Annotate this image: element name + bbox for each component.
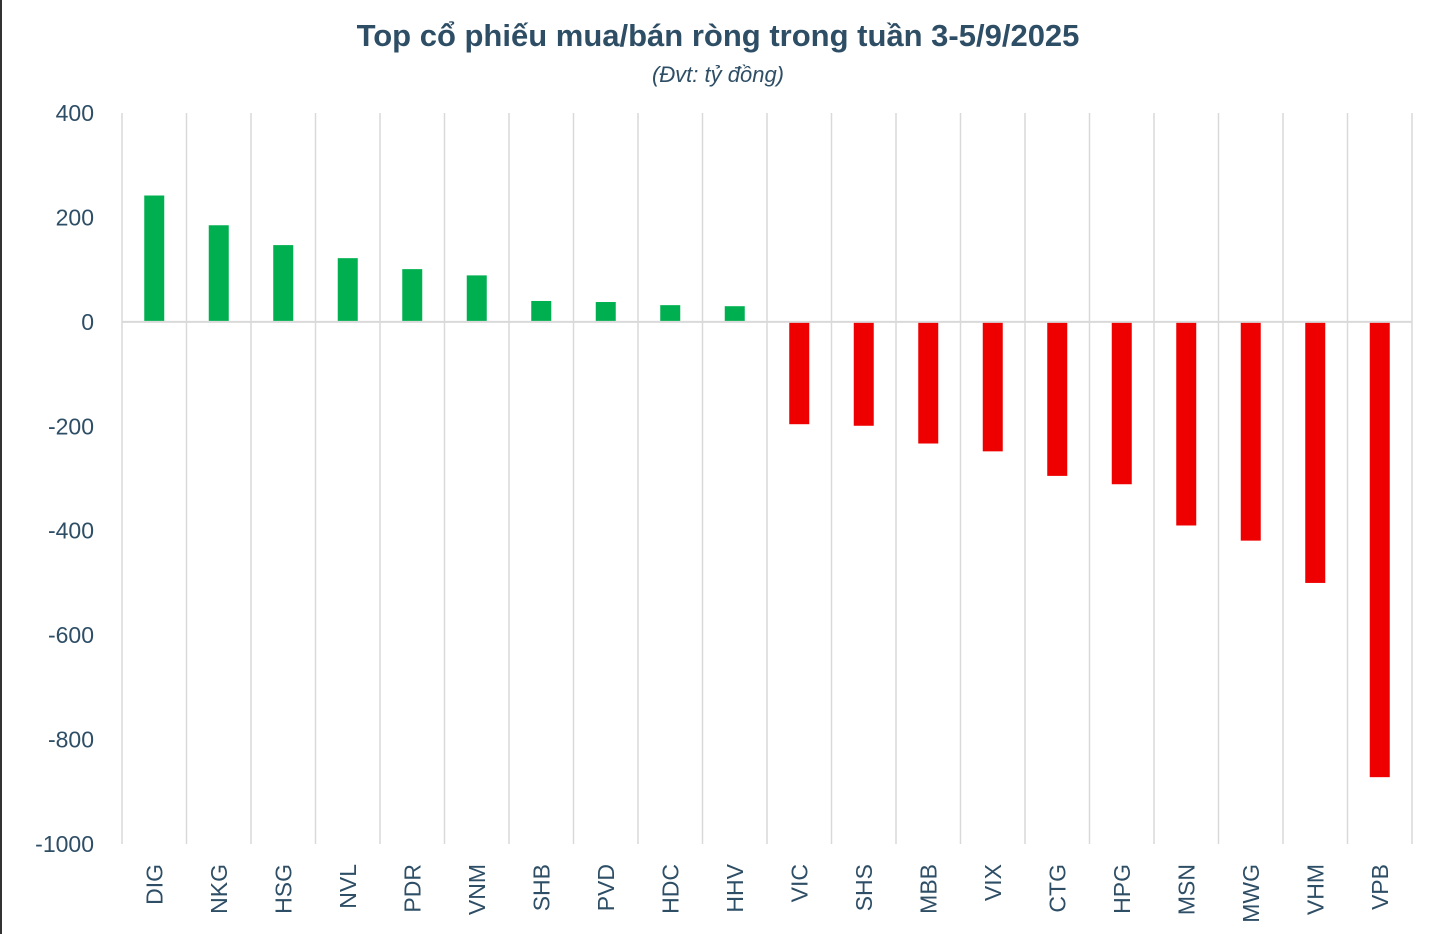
chart-title: Top cổ phiếu mua/bán ròng trong tuần 3-5… xyxy=(356,18,1080,53)
x-tick-label: MSN xyxy=(1173,864,1199,915)
bar-vpb xyxy=(1369,321,1390,778)
x-tick-label: VIX xyxy=(980,864,1006,901)
bar-hdc xyxy=(660,305,681,322)
bar-shs xyxy=(853,321,874,426)
bar-pdr xyxy=(402,269,423,322)
x-tick-label: VHM xyxy=(1302,864,1328,915)
bar-hhv xyxy=(724,306,745,322)
y-tick-label: -200 xyxy=(48,413,94,439)
x-tick-label: NKG xyxy=(206,864,232,914)
bar-vix xyxy=(982,321,1003,452)
bar-mwg xyxy=(1240,321,1261,541)
x-tick-label: HSG xyxy=(270,864,296,914)
bar-pvd xyxy=(595,302,616,322)
y-tick-label: -800 xyxy=(48,727,94,753)
x-tick-label: SHS xyxy=(851,864,877,911)
y-tick-label: 200 xyxy=(56,204,94,230)
bar-ctg xyxy=(1047,321,1068,476)
chart-subtitle: (Đvt: tỷ đồng) xyxy=(651,62,785,87)
x-tick-label: HHV xyxy=(722,863,748,912)
x-tick-label: PDR xyxy=(399,864,425,913)
bar-hpg xyxy=(1111,321,1132,485)
x-tick-label: SHB xyxy=(528,864,554,911)
x-tick-label: VNM xyxy=(464,864,490,915)
y-tick-label: -600 xyxy=(48,622,94,648)
y-tick-label: 400 xyxy=(56,100,94,126)
x-tick-label: CTG xyxy=(1044,864,1070,913)
x-tick-label: NVL xyxy=(335,864,361,909)
x-tick-label: HDC xyxy=(657,864,683,914)
bar-msn xyxy=(1176,321,1197,526)
x-tick-label: VPB xyxy=(1367,864,1393,910)
bar-nvl xyxy=(337,258,358,322)
y-tick-label: -1000 xyxy=(35,831,94,857)
bar-mbb xyxy=(918,321,939,444)
bar-vnm xyxy=(466,275,487,322)
x-tick-label: MWG xyxy=(1238,864,1264,923)
x-tick-label: VIC xyxy=(786,864,812,902)
x-tick-label: DIG xyxy=(141,864,167,905)
bar-shb xyxy=(531,300,552,322)
left-border xyxy=(0,0,2,934)
bar-vhm xyxy=(1305,321,1326,583)
x-tick-label: HPG xyxy=(1109,864,1135,914)
bar-hsg xyxy=(273,245,294,322)
x-tick-label: PVD xyxy=(593,864,619,911)
y-tick-label: -400 xyxy=(48,518,94,544)
y-tick-label: 0 xyxy=(81,309,94,335)
bar-vic xyxy=(789,321,810,425)
x-tick-label: MBB xyxy=(915,864,941,914)
bar-nkg xyxy=(208,225,229,322)
bar-dig xyxy=(144,195,165,322)
